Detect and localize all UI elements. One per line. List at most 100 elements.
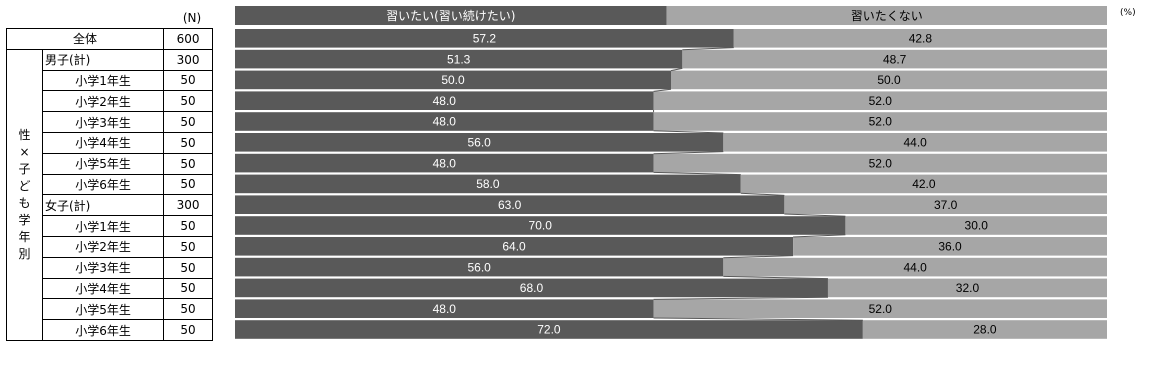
- data-label-series-2: 52.0: [869, 94, 893, 108]
- bar-series-2: [671, 70, 1107, 90]
- data-label-series-1: 48.0: [433, 302, 457, 316]
- bar-series-2: [845, 216, 1107, 235]
- data-label-series-1: 50.0: [441, 73, 465, 87]
- bar-series-1: [235, 299, 654, 318]
- bar-series-1: [235, 278, 828, 298]
- category-label: 全体: [5, 28, 165, 50]
- bar-series-2: [733, 29, 1107, 48]
- category-label: 女子(計): [41, 194, 165, 217]
- data-label-series-1: 57.2: [473, 32, 497, 46]
- percent-unit-label: (%): [1120, 8, 1136, 18]
- bar-series-2: [740, 174, 1107, 194]
- data-label-series-1: 64.0: [502, 240, 526, 254]
- table-row: 小学5年生 50: [7, 152, 214, 175]
- data-label-series-1: 51.3: [447, 52, 471, 66]
- table-row: 女子(計) 300: [7, 194, 214, 217]
- bar-series-1: [235, 320, 863, 339]
- table-row: 小学2年生 50: [7, 90, 214, 113]
- legend-label-series-1: 習いたい(習い続けたい): [386, 9, 515, 23]
- data-label-series-2: 30.0: [965, 219, 989, 233]
- bar-series-1: [235, 174, 741, 194]
- connector-line: [793, 234, 846, 238]
- category-label: 小学4年生: [41, 277, 165, 300]
- table-row: 性 × 子ども学年別男子(計) 300: [6, 48, 214, 341]
- bar-series-2: [784, 195, 1107, 214]
- connector-line: [653, 296, 828, 300]
- table-row: 小学3年生 50: [7, 111, 214, 133]
- bar-series-2: [862, 320, 1107, 339]
- connector-line: [670, 67, 683, 72]
- bar-series-2: [653, 153, 1107, 173]
- data-label-series-2: 42.0: [912, 177, 936, 191]
- n-value: 50: [163, 215, 214, 237]
- bar-series-1: [235, 91, 654, 110]
- table-row: 小学6年生 50: [7, 173, 214, 196]
- data-label-series-1: 72.0: [537, 323, 561, 337]
- table-row: 小学6年生 50: [7, 319, 214, 341]
- n-value: 50: [163, 152, 214, 175]
- data-label-series-1: 48.0: [433, 115, 457, 129]
- data-label-series-2: 37.0: [934, 198, 958, 212]
- bar-series-1: [235, 153, 654, 173]
- data-label-series-1: 68.0: [520, 281, 544, 295]
- category-label: 小学6年生: [41, 319, 165, 341]
- bar-series-2: [723, 133, 1107, 152]
- data-label-series-2: 42.8: [909, 32, 933, 46]
- n-value: 50: [163, 277, 214, 300]
- data-label-series-1: 63.0: [498, 198, 522, 212]
- category-label: 小学6年生: [41, 173, 165, 196]
- bar-series-1: [235, 216, 846, 235]
- bar-series-1: [235, 49, 683, 69]
- connector-line: [653, 317, 863, 321]
- connector-line: [653, 88, 672, 92]
- data-label-series-1: 48.0: [433, 94, 457, 108]
- bar-series-2: [653, 299, 1107, 318]
- bar-series-2: [793, 237, 1107, 256]
- data-label-series-2: 48.7: [883, 52, 907, 66]
- category-label: 小学5年生: [41, 152, 165, 175]
- connector-line: [723, 255, 794, 259]
- data-label-series-1: 70.0: [529, 219, 553, 233]
- connector-line: [653, 130, 724, 134]
- bar-series-1: [235, 112, 654, 131]
- table-row: 全体 600: [5, 28, 214, 50]
- bar-series-2: [653, 112, 1107, 131]
- data-label-series-2: 52.0: [869, 115, 893, 129]
- n-value: 50: [163, 69, 214, 92]
- legend-bar-series-2: [666, 6, 1107, 25]
- bar-series-1: [235, 29, 734, 48]
- n-value: 50: [163, 173, 214, 196]
- bar-series-2: [682, 49, 1107, 69]
- category-label: 小学3年生: [41, 256, 165, 279]
- connector-line: [740, 192, 785, 196]
- data-label-series-1: 56.0: [467, 136, 491, 150]
- data-label-series-1: 48.0: [433, 156, 457, 170]
- data-label-series-2: 52.0: [869, 302, 893, 316]
- table-row: 小学5年生 50: [7, 298, 214, 321]
- connector-line: [723, 275, 828, 280]
- group-label: 性 × 子ども学年別: [6, 48, 43, 341]
- data-label-series-2: 50.0: [877, 73, 901, 87]
- category-label: 小学3年生: [41, 111, 165, 133]
- bar-series-1: [235, 257, 724, 277]
- bar-series-1: [235, 70, 671, 90]
- bar-series-2: [827, 278, 1107, 298]
- data-label-series-2: 28.0: [973, 323, 997, 337]
- n-value: 600: [163, 28, 214, 50]
- data-label-series-1: 58.0: [476, 177, 500, 191]
- category-table: 全体 600 性 × 子ども学年別男子(計) 300 小学1年生 50 小学2年生 50 小学3年生…: [5, 28, 214, 341]
- n-value: 300: [163, 194, 214, 217]
- table-row: 小学3年生 50: [7, 256, 214, 279]
- category-label: 小学2年生: [41, 90, 165, 113]
- n-value: 50: [163, 131, 214, 154]
- connector-line: [784, 213, 846, 217]
- table-row: 小学4年生 50: [7, 131, 214, 154]
- bar-series-2: [723, 257, 1107, 277]
- data-label-series-2: 44.0: [903, 260, 927, 274]
- bar-series-2: [653, 91, 1107, 110]
- bar-series-1: [235, 237, 794, 256]
- connector-line: [653, 151, 724, 155]
- data-label-series-2: 32.0: [956, 281, 980, 295]
- category-label: 小学4年生: [41, 131, 165, 154]
- n-column-header: (N): [182, 11, 202, 25]
